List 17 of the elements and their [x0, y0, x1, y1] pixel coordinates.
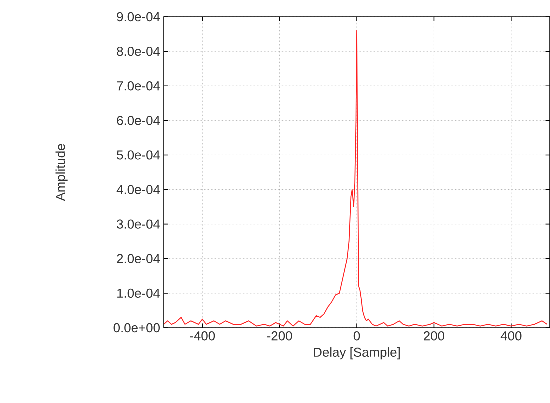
y-tick-label: 1.0e-04 — [118, 288, 160, 298]
y-tick-label: 9.0e-04 — [117, 12, 160, 22]
x-axis-title: Delay [Sample] — [314, 348, 400, 360]
y-tick-label: 4.0e-04 — [116, 185, 160, 194]
x-tick-label: 400 — [500, 332, 522, 341]
y-tick-label: 2.0e-04 — [117, 254, 160, 264]
y-axis-title: Amplitude — [56, 144, 68, 202]
x-tick-label: -400 — [190, 332, 216, 341]
y-tick-label: 0.0e+00 — [114, 323, 160, 333]
x-tick-label: -200 — [267, 332, 292, 341]
y-tick-label: 5.0e-04 — [117, 150, 160, 160]
x-tick-label: 200 — [424, 332, 445, 341]
y-tick-label: 7.0e-04 — [117, 82, 160, 91]
y-tick-label: 8.0e-04 — [117, 46, 160, 56]
y-tick-label: 3.0e-04 — [117, 220, 160, 229]
y-tick-label: 6.0e-04 — [117, 116, 160, 126]
x-tick-label: 0 — [354, 332, 360, 341]
